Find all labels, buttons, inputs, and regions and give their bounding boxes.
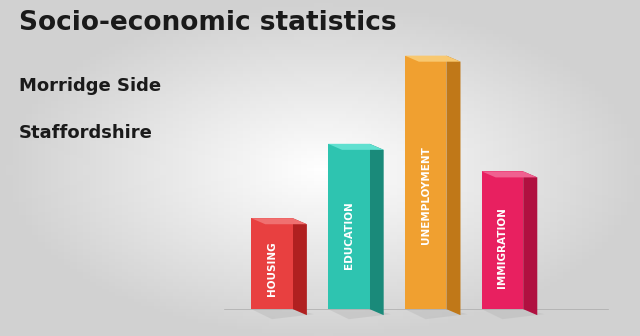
Text: HOUSING: HOUSING — [267, 241, 277, 296]
Text: Socio-economic statistics: Socio-economic statistics — [19, 10, 397, 36]
Polygon shape — [251, 309, 314, 319]
Polygon shape — [251, 218, 293, 309]
Polygon shape — [293, 218, 307, 315]
Polygon shape — [482, 171, 524, 309]
Polygon shape — [328, 144, 384, 150]
Polygon shape — [482, 309, 545, 319]
Polygon shape — [447, 56, 461, 315]
Polygon shape — [405, 309, 468, 319]
Polygon shape — [370, 144, 384, 315]
Polygon shape — [405, 56, 447, 309]
Text: UNEMPLOYMENT: UNEMPLOYMENT — [420, 146, 431, 244]
Polygon shape — [405, 56, 461, 62]
Polygon shape — [251, 218, 307, 224]
Text: EDUCATION: EDUCATION — [344, 201, 354, 268]
Polygon shape — [524, 171, 538, 315]
Polygon shape — [328, 309, 390, 319]
Polygon shape — [328, 144, 370, 309]
Text: IMMIGRATION: IMMIGRATION — [497, 207, 508, 288]
Text: Morridge Side: Morridge Side — [19, 77, 161, 95]
Text: Staffordshire: Staffordshire — [19, 124, 153, 142]
Polygon shape — [482, 171, 538, 177]
